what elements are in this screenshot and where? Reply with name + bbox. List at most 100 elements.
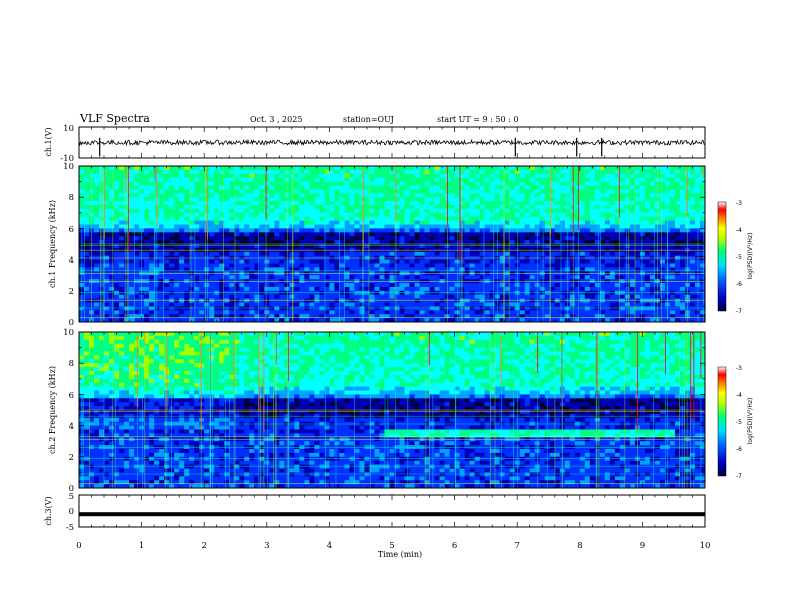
spectrogram-cell — [369, 169, 375, 175]
spectrogram-cell — [539, 205, 546, 210]
spectrogram-cell — [539, 275, 546, 280]
spectrogram-cell — [364, 208, 370, 214]
spectrogram-cell — [299, 181, 305, 186]
spectrogram-cell — [679, 208, 686, 214]
spectrogram-cell — [209, 302, 215, 307]
spectrogram-cell — [569, 197, 576, 202]
spectrogram-cell — [339, 306, 345, 311]
spectrogram-cell — [624, 244, 631, 249]
spectrogram-cell — [274, 310, 280, 315]
spectrogram-cell — [169, 318, 175, 323]
spectrogram-cell — [404, 290, 410, 295]
spectrogram-cell — [634, 290, 641, 295]
spectrogram-cell — [214, 205, 220, 210]
spectrogram-cell — [289, 197, 295, 202]
spectrogram-cell — [129, 185, 135, 190]
spectrogram-cell — [399, 251, 405, 256]
spectrogram-cell — [584, 259, 591, 264]
spectrogram-cell — [634, 224, 641, 229]
spectrogram-cell — [349, 181, 355, 186]
spectrogram-cell — [569, 294, 576, 299]
spectrogram-cell — [474, 166, 480, 171]
spectrogram-cell — [499, 290, 505, 295]
spectrogram-cell — [134, 181, 140, 186]
spectrogram-cell — [604, 181, 611, 186]
spectrogram-cell — [674, 197, 681, 202]
spectrogram-cell — [274, 306, 280, 311]
spectrogram-cell — [279, 294, 285, 299]
spectrogram-cell — [554, 216, 561, 221]
spectrogram-cell — [699, 193, 706, 198]
spectrogram-cell — [604, 224, 611, 229]
spectrogram-cell — [279, 240, 285, 245]
spectrogram-cell — [464, 208, 470, 214]
spectrogram-cell — [84, 173, 90, 178]
spectrogram-cell — [619, 267, 626, 272]
spectrogram-cell — [209, 205, 215, 210]
spectrogram-cell — [639, 193, 646, 198]
spectrogram-cell — [624, 216, 631, 221]
spectrogram-cell — [359, 286, 365, 292]
spectrogram-cell — [264, 286, 270, 292]
spectrogram-cell — [129, 205, 135, 210]
spectrogram-cell — [589, 177, 596, 182]
spectrogram-cell — [149, 173, 155, 178]
spectrogram-cell — [434, 212, 440, 217]
spectrogram-cell — [634, 208, 641, 214]
spectrogram-cell — [174, 193, 180, 198]
spectrogram-cell — [299, 208, 305, 214]
spectrogram-cell — [269, 185, 275, 190]
spectrogram-cell — [119, 298, 125, 303]
spectrogram-cell — [484, 286, 490, 292]
spectrogram-cell — [299, 286, 305, 292]
spectrogram-cell — [219, 228, 225, 233]
spectrogram-cell — [144, 189, 150, 194]
spectrogram-cell — [609, 294, 616, 299]
spectrogram-cell — [169, 251, 175, 256]
spectrogram-cell — [409, 173, 415, 178]
spectrogram-cell — [579, 302, 586, 307]
spectrogram-cell — [254, 185, 260, 190]
spectrogram-cell — [549, 244, 556, 249]
spectrogram-cell — [584, 212, 591, 217]
spectrogram-cell — [364, 197, 370, 202]
spectrogram-cell — [259, 318, 265, 323]
spectrogram-cell — [249, 259, 255, 264]
spectrogram-cell — [464, 236, 470, 241]
spectrogram-cell — [464, 290, 470, 295]
spectrogram-cell — [359, 177, 365, 182]
spectrogram-cell — [399, 240, 405, 245]
spectrogram-cell — [599, 169, 606, 175]
spectrogram-cell — [244, 212, 250, 217]
spectrogram-cell — [424, 212, 430, 217]
spectrogram-cell — [324, 189, 330, 194]
spectrogram-cell — [679, 267, 686, 272]
spectrogram-cell — [599, 189, 606, 194]
spectrogram-cell — [134, 286, 140, 292]
spectrogram-cell — [569, 166, 576, 171]
spectrogram-cell — [469, 173, 475, 178]
spectrogram-cell — [234, 205, 240, 210]
spectrogram-cell — [659, 275, 666, 280]
spectrogram-cell — [264, 216, 270, 221]
spectrogram-cell — [164, 181, 170, 186]
spectrogram-cell — [604, 189, 611, 194]
spectrogram-cell — [639, 201, 646, 206]
spectrogram-cell — [294, 302, 300, 307]
spectrogram-cell — [189, 228, 195, 233]
spectrogram-cell — [579, 318, 586, 323]
spectrogram-cell — [429, 314, 435, 319]
spectrogram-cell — [339, 228, 345, 233]
spectrogram-cell — [84, 169, 90, 175]
spectrogram-cell — [464, 205, 470, 210]
spectrogram-cell — [209, 310, 215, 315]
spectrogram-cell — [489, 208, 495, 214]
spectrogram-cell — [174, 240, 180, 245]
spectrogram-cell — [264, 189, 270, 194]
spectrogram-cell — [424, 298, 430, 303]
spectrogram-cell — [679, 224, 686, 229]
spectrogram-cell — [104, 169, 110, 175]
spectrogram-cell — [499, 212, 505, 217]
spectrogram-cell — [164, 267, 170, 272]
spectrogram-cell — [424, 283, 430, 288]
